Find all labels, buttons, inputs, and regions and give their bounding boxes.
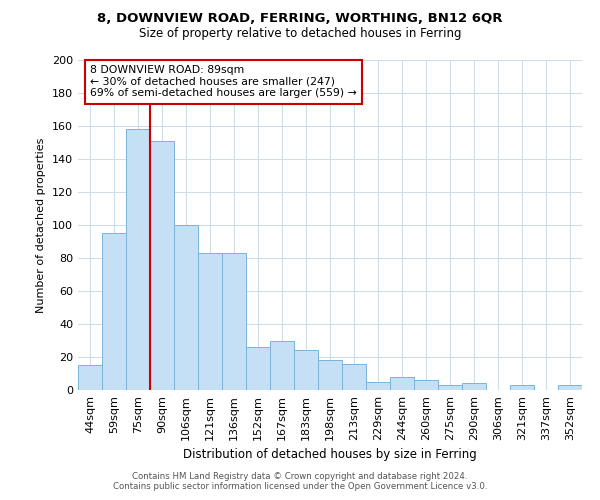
Bar xyxy=(558,385,582,390)
Bar xyxy=(246,347,270,390)
Bar xyxy=(102,233,126,390)
Text: 8, DOWNVIEW ROAD, FERRING, WORTHING, BN12 6QR: 8, DOWNVIEW ROAD, FERRING, WORTHING, BN1… xyxy=(97,12,503,26)
Bar xyxy=(294,350,318,390)
Bar xyxy=(126,130,150,390)
Bar xyxy=(366,382,390,390)
Bar xyxy=(174,225,198,390)
Bar xyxy=(222,253,246,390)
Y-axis label: Number of detached properties: Number of detached properties xyxy=(37,138,46,312)
Bar xyxy=(342,364,366,390)
Text: Contains HM Land Registry data © Crown copyright and database right 2024.
Contai: Contains HM Land Registry data © Crown c… xyxy=(113,472,487,491)
Text: 8 DOWNVIEW ROAD: 89sqm
← 30% of detached houses are smaller (247)
69% of semi-de: 8 DOWNVIEW ROAD: 89sqm ← 30% of detached… xyxy=(90,65,357,98)
Bar xyxy=(438,385,462,390)
X-axis label: Distribution of detached houses by size in Ferring: Distribution of detached houses by size … xyxy=(183,448,477,462)
Bar xyxy=(270,340,294,390)
Bar xyxy=(318,360,342,390)
Bar xyxy=(462,384,486,390)
Bar xyxy=(510,385,534,390)
Bar xyxy=(390,377,414,390)
Text: Size of property relative to detached houses in Ferring: Size of property relative to detached ho… xyxy=(139,28,461,40)
Bar xyxy=(78,365,102,390)
Bar xyxy=(414,380,438,390)
Bar xyxy=(150,141,174,390)
Bar xyxy=(198,253,222,390)
